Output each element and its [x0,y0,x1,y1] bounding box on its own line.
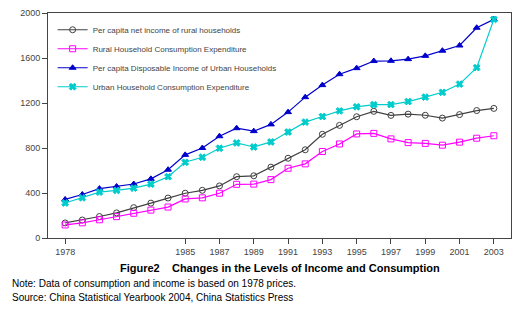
svg-text:1978: 1978 [55,247,75,257]
svg-text:1989: 1989 [244,247,264,257]
svg-text:1995: 1995 [347,247,367,257]
svg-text:Figure2 Changes in the Leve: Figure2 Changes in the Levels of Income … [120,262,440,274]
svg-text:Per capita net income of rural: Per capita net income of rural household… [93,26,241,35]
svg-text:0: 0 [35,233,40,243]
svg-text:1999: 1999 [415,247,435,257]
svg-text:1985: 1985 [175,247,195,257]
svg-text:1991: 1991 [278,247,298,257]
svg-text:2003: 2003 [484,247,504,257]
svg-text:Source: China Statistical Year: Source: China Statistical Yearbook 2004,… [12,292,293,303]
svg-text:Per capita Disposable Income o: Per capita Disposable Income of Urban Ho… [93,64,277,73]
svg-text:2001: 2001 [450,247,470,257]
svg-text:800: 800 [25,143,40,153]
svg-text:1600: 1600 [20,53,40,63]
svg-text:1993: 1993 [312,247,332,257]
svg-text:2000: 2000 [20,8,40,18]
svg-text:1987: 1987 [209,247,229,257]
svg-text:1200: 1200 [20,98,40,108]
svg-text:400: 400 [25,188,40,198]
svg-text:Note: Data of consumption and: Note: Data of consumption and income is … [12,278,296,289]
svg-text:Rural Household Consumption Ex: Rural Household Consumption Expenditure [93,45,247,54]
svg-text:1997: 1997 [381,247,401,257]
svg-text:Urban Household Consumption Ex: Urban Household Consumption Expenditure [93,83,250,92]
